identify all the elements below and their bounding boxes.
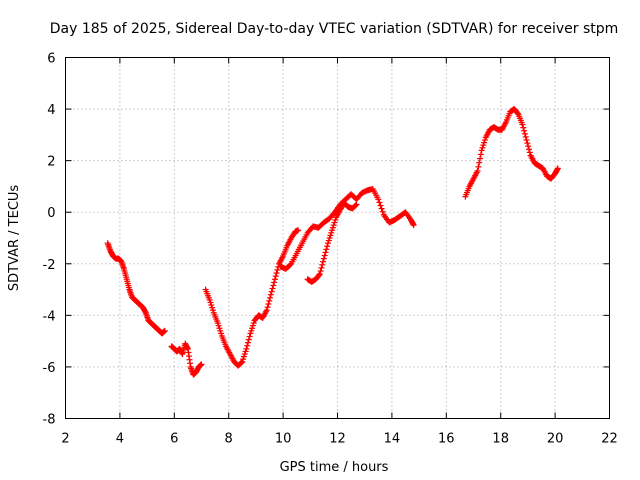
y-tick-label: 4 <box>47 103 55 118</box>
tick-labels: 2 4 6 8 10 12 14 16 18 20 22 -8 -6 -4 -2 0 2 4 6 <box>43 52 618 447</box>
data-point <box>271 276 278 283</box>
data-point <box>267 294 274 301</box>
data-point <box>521 127 528 134</box>
y-tick-label: 2 <box>47 155 55 170</box>
x-axis-label: GPS time / hours <box>280 460 389 475</box>
data-point <box>295 227 302 234</box>
x-tick-label: 12 <box>329 432 346 447</box>
data-point <box>320 255 327 262</box>
data-point <box>198 361 205 368</box>
data-point <box>375 196 382 203</box>
data-point <box>519 121 526 128</box>
data-point <box>523 137 530 144</box>
data-point <box>246 333 253 340</box>
x-tick-label: 2 <box>61 432 69 447</box>
data-point <box>475 163 482 170</box>
data-point <box>318 264 325 271</box>
x-tick-label: 16 <box>438 432 455 447</box>
x-tick-label: 6 <box>170 432 178 447</box>
data-point <box>319 261 326 268</box>
chart-title: Day 185 of 2025, Sidereal Day-to-day VTE… <box>50 21 619 37</box>
data-point <box>322 249 329 256</box>
data-point <box>271 279 278 286</box>
data-point <box>377 202 384 209</box>
data-point <box>264 304 271 311</box>
data-point <box>268 288 275 295</box>
x-tick-label: 22 <box>601 432 618 447</box>
data-point <box>267 291 274 298</box>
series-5 <box>304 200 360 285</box>
y-tick-label: -6 <box>43 361 56 376</box>
y-tick-label: -4 <box>43 309 56 324</box>
data-point <box>244 342 251 349</box>
data-point <box>238 359 245 366</box>
data-point <box>321 252 328 259</box>
series-1 <box>104 240 168 337</box>
data-point <box>352 202 359 209</box>
data-point <box>245 339 252 346</box>
series-3 <box>202 227 302 369</box>
data-point <box>317 268 324 275</box>
data-point <box>477 155 484 162</box>
data-point <box>269 285 276 292</box>
data-point <box>273 270 280 277</box>
y-tick-label: -8 <box>43 413 56 428</box>
data-point <box>520 124 527 131</box>
x-tick-label: 20 <box>547 432 564 447</box>
data-point <box>272 273 279 280</box>
data-point <box>477 151 484 158</box>
data-point <box>521 130 528 137</box>
data-point <box>474 167 481 174</box>
data-point <box>525 146 532 153</box>
data-point <box>274 266 281 273</box>
data-point <box>526 149 533 156</box>
data-point <box>476 159 483 166</box>
x-tick-label: 18 <box>492 432 509 447</box>
data-point <box>525 143 532 150</box>
data-point <box>353 201 360 208</box>
data-point <box>243 345 250 352</box>
data-point <box>379 208 386 215</box>
data-point <box>287 261 294 268</box>
data-point <box>316 271 323 278</box>
plot-frame <box>65 57 610 419</box>
x-tick-label: 4 <box>116 432 124 447</box>
data-point <box>324 243 331 250</box>
x-tick-label: 10 <box>275 432 292 447</box>
data-point <box>161 327 168 334</box>
data-point <box>263 307 270 314</box>
y-tick-label: 0 <box>47 206 55 221</box>
data-point <box>270 282 277 289</box>
data-point <box>266 297 273 304</box>
data-point <box>378 205 385 212</box>
x-tick-label: 14 <box>384 432 401 447</box>
data-point <box>320 258 327 265</box>
data-point <box>245 336 252 343</box>
data-point <box>554 165 561 172</box>
y-tick-label: -2 <box>43 258 56 273</box>
data-point <box>265 301 272 308</box>
data-point <box>323 246 330 253</box>
data-point <box>522 133 529 140</box>
data-points <box>104 106 561 378</box>
y-tick-label: 6 <box>47 52 55 67</box>
data-point <box>410 222 417 229</box>
data-point <box>376 199 383 206</box>
data-point <box>514 110 521 117</box>
y-axis-label: SDTVAR / TECUs <box>7 185 22 292</box>
x-tick-label: 8 <box>225 432 233 447</box>
series-2 <box>168 340 205 378</box>
data-point <box>316 272 323 279</box>
series-6 <box>462 106 561 200</box>
data-point <box>524 140 531 147</box>
grid <box>65 57 610 419</box>
